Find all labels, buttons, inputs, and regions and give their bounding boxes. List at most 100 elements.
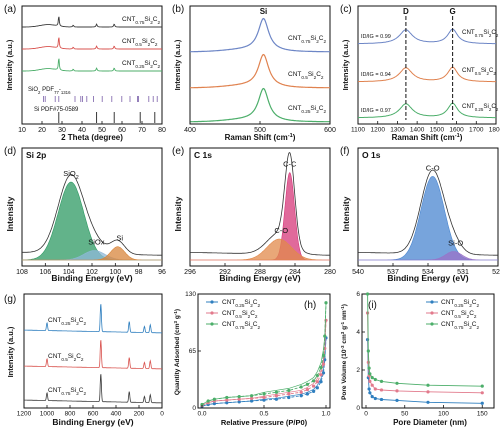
panel-i-point	[379, 379, 384, 383]
panel-c-ratio-label-0: ID/IG = 0.99	[361, 34, 391, 40]
panel-h-point	[319, 380, 323, 384]
panel-e-envelope	[190, 152, 330, 256]
panel-e-component-0	[190, 172, 330, 261]
panel-c-series-label-0-part: 2	[489, 33, 492, 38]
panel-h-legend-label-2-part: 2	[258, 325, 261, 330]
panel-a-series-label-1-part: 2	[148, 42, 151, 47]
panel-i-point	[370, 383, 374, 387]
panel-i-ylabel-part: Pore Volume (10	[341, 349, 348, 400]
panel-i-point	[365, 292, 370, 296]
panel-b-series-label-0-part: 0.75	[301, 39, 310, 44]
panel-g-frame	[23, 293, 163, 409]
panel-b-xlabel-part: -1	[288, 133, 293, 139]
panel-g-xtick-label: 600	[88, 411, 99, 418]
panel-a-ref-label-0-part: 1316	[61, 90, 71, 95]
panel-g-xtick-label: 0	[160, 411, 164, 418]
panel-b-series-label-2-part: 2	[316, 109, 319, 114]
panel-c-series-label-2-part: 2	[496, 107, 499, 112]
panel-b-series-label-1-part: 2	[314, 75, 317, 80]
panel-a-ref-label-0-part: PDF	[40, 87, 54, 93]
panel-e-component-label-0-part: C-C	[283, 160, 297, 169]
panel-b-series-label-2-part: C	[319, 105, 324, 112]
panel-a-xlabel: 2 Theta (degree)	[61, 133, 123, 142]
panel-h-point	[274, 390, 278, 394]
panel-h-ylabel-part: )	[174, 309, 181, 311]
panel-a-xtick-label: 80	[158, 127, 166, 134]
panel-c-series-2	[358, 102, 496, 119]
panel-g-series-label-1: CNT0.5Si2C2	[48, 353, 84, 362]
panel-d-xtick-label: 96	[158, 269, 166, 276]
panel-g-series-label-0-part: CNT	[48, 317, 61, 324]
panel-i-legend-label-1-part: Si	[461, 310, 467, 317]
panel-f-component-1	[358, 251, 498, 261]
panel-i-point	[395, 398, 399, 402]
panel-c-xlabel-part: )	[460, 133, 463, 142]
panel-h-point	[305, 387, 309, 392]
panel-i-ylabel-part: g	[341, 326, 348, 332]
panel-i-point	[379, 388, 384, 392]
panel-a-ref-label-0-part: -	[59, 87, 61, 93]
panel-d-envelope	[22, 174, 162, 256]
panel-i-point	[480, 391, 484, 395]
panel-c-xtick-label: 1800	[489, 127, 500, 134]
panel-h-ytick-label: 65	[189, 348, 197, 355]
panel-h-point	[315, 373, 319, 378]
panel-a-series-label-2-part: Si	[144, 60, 150, 67]
panel-g-xtick-label: 1200	[17, 411, 32, 418]
panel-g-series-label-0-part: 2	[76, 321, 79, 326]
panel-a-series-label-1-part: 0.5	[135, 42, 142, 47]
panel-g-series-label-2-part: C	[79, 387, 84, 394]
panel-b-series-label-1-part: CNT	[288, 71, 301, 78]
panel-d-component-label-2: Si	[116, 234, 123, 243]
panel-h-legend-label-0: CNT0.25Si2C2	[222, 299, 261, 308]
panel-a-xtick-label: 10	[18, 127, 26, 134]
panel-h-legend-label-1: CNT0.5Si2C2	[222, 310, 258, 319]
panel-c-xtick-label: 1200	[370, 127, 385, 134]
panel-h-point	[315, 380, 319, 384]
panel-h-legend-label-2-part: C	[253, 321, 258, 328]
panel-h-point	[319, 373, 323, 377]
panel-h-legend-marker	[210, 300, 214, 304]
panel-i-legend-label-0-part: 2	[469, 303, 472, 308]
panel-b: CNT0.75Si2C2CNT0.5Si2C2CNT0.25Si2C2Si400…	[172, 4, 336, 142]
panel-b-series-0	[190, 17, 330, 53]
panel-b-series-label-0-part: Si	[310, 35, 316, 42]
panel-i-point	[480, 384, 484, 388]
panel-c-xtick-label: 1100	[351, 127, 365, 134]
panel-h-legend-label-2-part: 0.75	[235, 325, 244, 330]
panel-i-ylabel-part: -1	[340, 321, 345, 326]
panel-g-series-label-1-part: Si	[68, 353, 74, 360]
panel-g-series-label-1-part: 0.5	[61, 357, 68, 362]
panel-i-legend-label-0: CNT0.25Si2C2	[441, 299, 480, 308]
panel-g-series-label-1-part: CNT	[48, 353, 61, 360]
panel-b-series-label-1: CNT0.5Si2C2	[288, 71, 324, 80]
panel-f: C-O Si-O 540 537 534 531 528 Binding Energy (eV…	[340, 146, 500, 283]
panel-i-point	[367, 387, 371, 391]
panel-g-xtick-label: 1000	[40, 411, 55, 418]
panel-c-xlabel: Raman Shift (cm-1)	[392, 133, 463, 142]
panel-i-point	[367, 366, 371, 370]
panel-c-series-label-0-part: Si	[483, 29, 489, 36]
panel-h-legend-label-1-part: Si	[242, 310, 248, 317]
panel-f-component-label-1: Si-O	[448, 238, 463, 247]
panel-h-point	[305, 382, 309, 386]
panel-h-point	[287, 388, 291, 393]
panel-h-point	[312, 384, 316, 388]
panel-d-component-label-2-part: Si	[116, 234, 123, 243]
panel-h-point	[315, 386, 319, 390]
panel-a-series-label-2-part: CNT	[122, 60, 135, 67]
panel-g-xlabel: Binding Energy (eV)	[52, 417, 133, 427]
panel-h-legend-label-1-part: 0.5	[235, 314, 242, 319]
panel-a-series-0	[22, 16, 162, 28]
panel-h-point	[262, 392, 266, 396]
panel-b-ylabel: Intensity (a.u.)	[173, 39, 182, 90]
panel-h-legend-label-0-part: 2	[250, 303, 253, 308]
panel-i-point	[373, 396, 377, 401]
panel-h-point	[319, 366, 323, 370]
panel-i-point	[379, 397, 384, 402]
panel-h-tag: (h)	[304, 300, 316, 311]
panel-c-series-label-0: CNT0.75Si2C2	[462, 29, 499, 38]
panel-i-point	[370, 395, 374, 399]
panel-e-xtick-label: 284	[289, 269, 301, 276]
